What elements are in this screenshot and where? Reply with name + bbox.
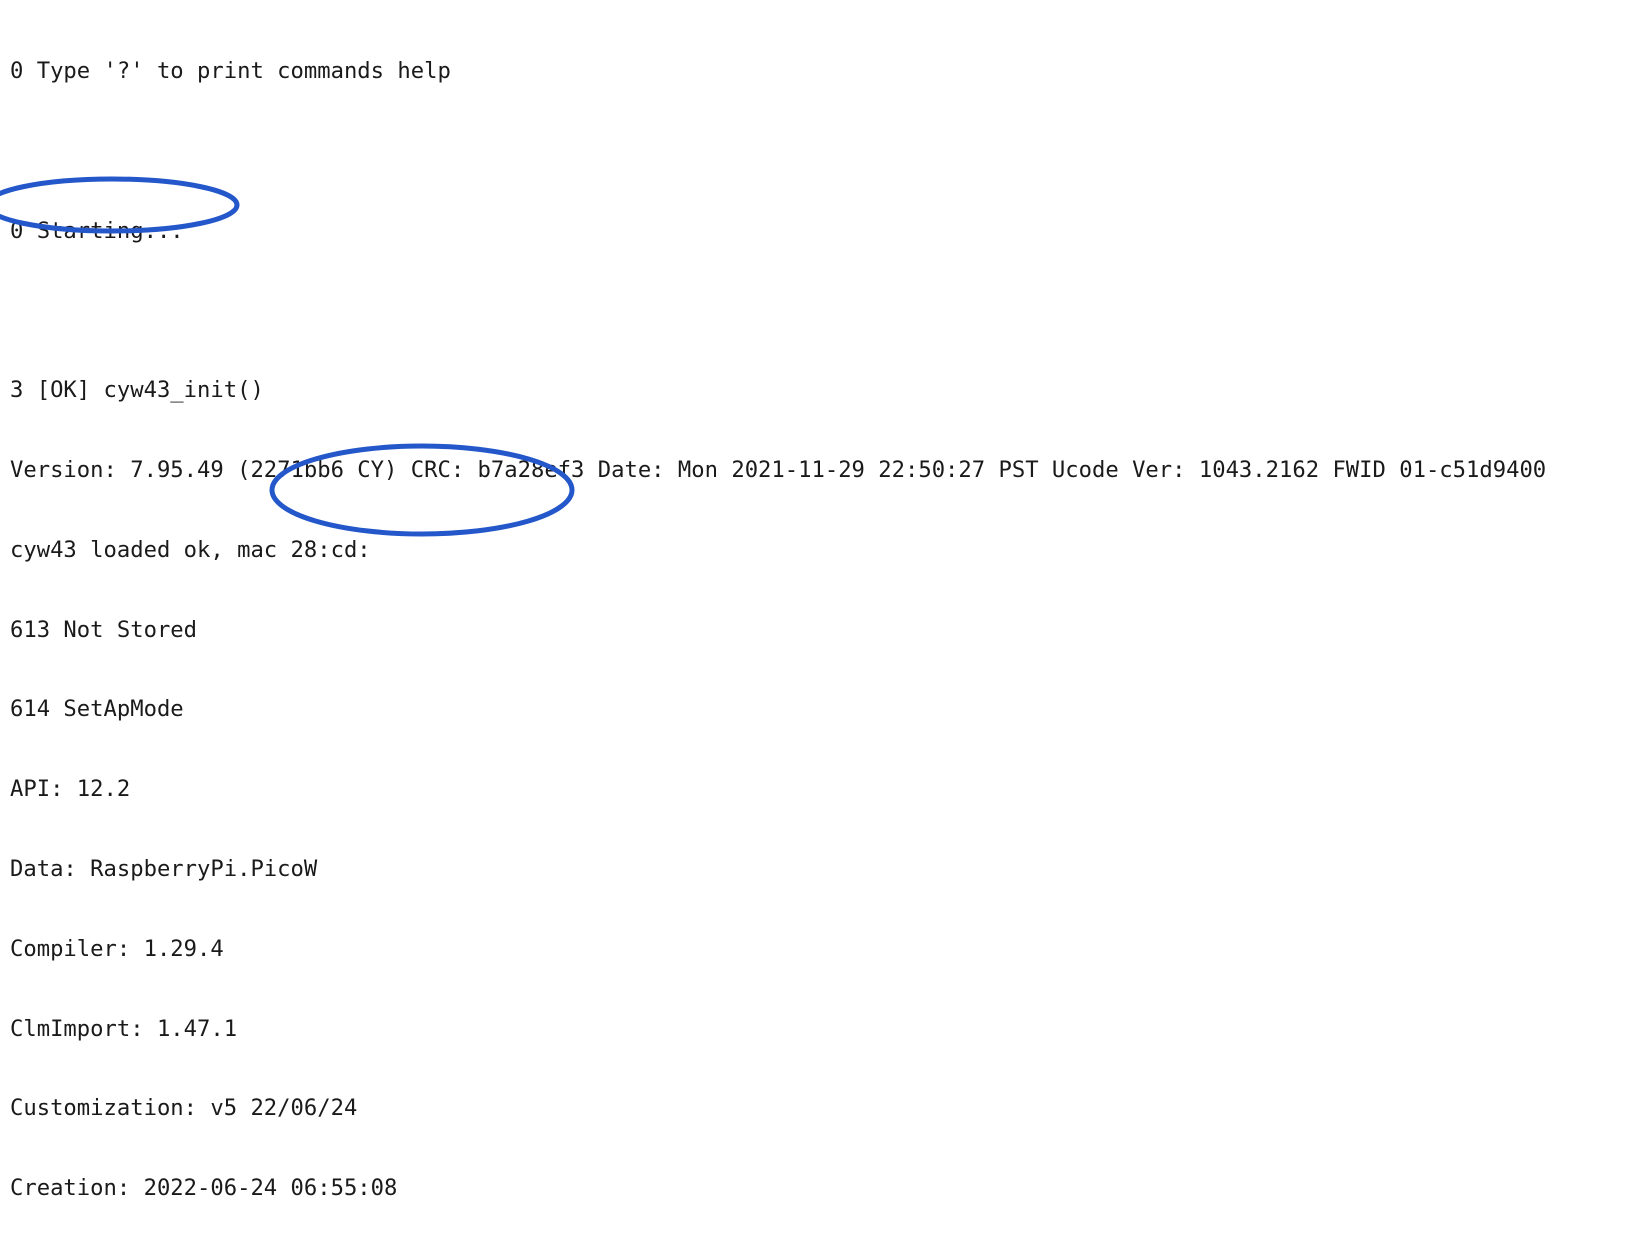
log-line-cyw43-init: 3 [OK] cyw43_init() xyxy=(10,377,1640,404)
terminal-output: 0 Type '?' to print commands help 0 Star… xyxy=(10,5,1640,1256)
log-line-data: Data: RaspberryPi.PicoW xyxy=(10,856,1640,883)
log-line-mac: cyw43 loaded ok, mac 28:cd: xyxy=(10,537,1640,564)
blank-line xyxy=(10,1255,1640,1256)
log-line-api: API: 12.2 xyxy=(10,776,1640,803)
log-line-not-stored: 613 Not Stored xyxy=(10,617,1640,644)
log-line-setapmode: 614 SetApMode xyxy=(10,696,1640,723)
blank-line xyxy=(10,138,1640,165)
blank-line xyxy=(10,298,1640,325)
log-line-help: 0 Type '?' to print commands help xyxy=(10,58,1640,85)
log-line-compiler: Compiler: 1.29.4 xyxy=(10,936,1640,963)
log-line-version: Version: 7.95.49 (2271bb6 CY) CRC: b7a28… xyxy=(10,457,1640,484)
log-line-clmimport: ClmImport: 1.47.1 xyxy=(10,1016,1640,1043)
log-line-starting: 0 Starting... xyxy=(10,218,1640,245)
log-line-customization: Customization: v5 22/06/24 xyxy=(10,1095,1640,1122)
log-line-creation: Creation: 2022-06-24 06:55:08 xyxy=(10,1175,1640,1202)
